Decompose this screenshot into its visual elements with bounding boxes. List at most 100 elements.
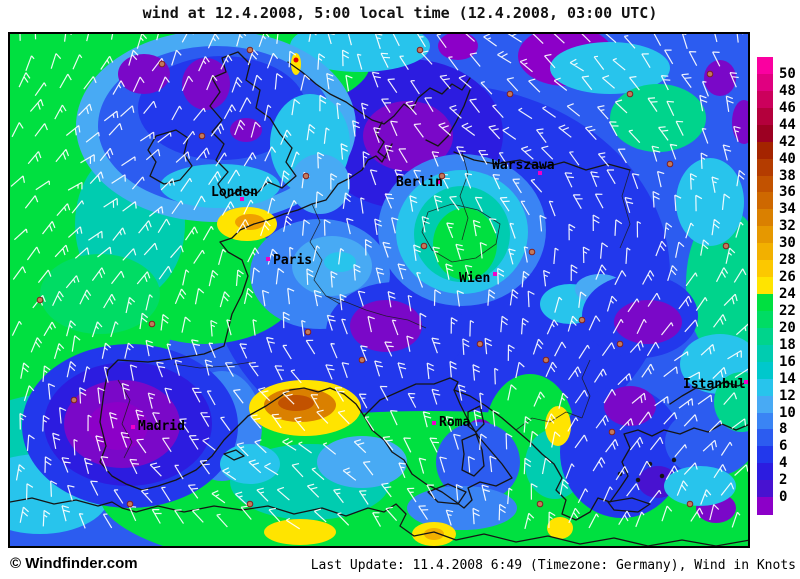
city-label-wien: Wien	[459, 271, 490, 286]
station-marker	[70, 396, 78, 404]
legend-color-band	[757, 226, 773, 244]
legend-color-band	[757, 412, 773, 430]
coast-corsica	[467, 405, 485, 433]
country-borders	[117, 151, 631, 459]
legend-tick-label: 8	[779, 421, 788, 438]
city-dot-istanbul	[744, 380, 748, 384]
station-marker	[302, 172, 310, 180]
aegean-island	[671, 457, 677, 463]
legend-color-band	[757, 57, 773, 75]
legend-color-band	[757, 260, 773, 278]
legend-tick-label: 2	[779, 472, 788, 489]
coast-sardinia	[461, 433, 485, 477]
coast-sweden-south	[425, 89, 471, 147]
wind-barbs	[10, 34, 748, 530]
legend-color-band	[757, 73, 773, 92]
legend-tick-label: 12	[779, 387, 796, 404]
legend-tick-label: 24	[779, 286, 796, 303]
legend-tick-label: 34	[779, 201, 796, 218]
station-marker	[416, 46, 424, 54]
station-marker	[666, 160, 674, 168]
city-label-london: London	[211, 185, 258, 200]
legend-color-band	[757, 107, 773, 126]
legend-tick-label: 36	[779, 184, 796, 201]
legend-tick-label: 44	[779, 116, 796, 133]
city-dot-roma	[432, 421, 436, 425]
legend-color-band	[757, 192, 773, 210]
city-label-madrid: Madrid	[138, 419, 185, 434]
station-marker	[304, 328, 312, 336]
legend-color-band	[757, 310, 773, 329]
city-label-roma: Roma	[439, 415, 470, 430]
legend-tick-label: 0	[779, 489, 788, 506]
wind-map: London Berlin Warszawa Paris Wien Madrid Roma I…	[10, 34, 748, 546]
station-marker	[198, 132, 206, 140]
legend-color-band	[757, 209, 773, 227]
station-marker	[542, 356, 550, 364]
legend-tick-label: 38	[779, 167, 796, 184]
legend-color-band	[757, 395, 773, 414]
station-marker	[358, 356, 366, 364]
legend-tick-label: 20	[779, 319, 796, 336]
legend-color-band	[757, 124, 773, 143]
city-dot-london	[240, 197, 244, 201]
legend-color-band	[757, 497, 773, 515]
legend-tick-label: 32	[779, 218, 796, 235]
legend-color-band	[757, 361, 773, 380]
aegean-island	[635, 477, 641, 483]
legend-color-band	[757, 327, 773, 346]
coast-africa	[10, 497, 748, 546]
coast-scandinavia	[287, 61, 471, 125]
station-marker	[36, 296, 44, 304]
city-label-istanbul: Istanbul	[683, 377, 746, 392]
station-marker	[626, 90, 634, 98]
station-marker	[438, 172, 446, 180]
legend-color-band	[757, 141, 773, 160]
station-marker	[246, 500, 254, 508]
station-marker	[608, 428, 616, 436]
legend-color-band	[757, 277, 773, 295]
legend-color-band	[757, 158, 773, 176]
legend-color-band	[757, 446, 773, 464]
legend-tick-label: 30	[779, 235, 796, 252]
station-marker	[476, 340, 484, 348]
station-marker	[706, 70, 714, 78]
coast-italy	[363, 377, 513, 509]
legend-color-band	[757, 429, 773, 447]
wind-speed-field	[10, 34, 748, 546]
coast-crete	[607, 497, 651, 513]
station-marker	[148, 320, 156, 328]
legend-tick-label: 4	[779, 455, 788, 472]
station-marker	[246, 46, 254, 54]
city-dot-madrid	[131, 425, 135, 429]
legend-color-band	[757, 463, 773, 481]
legend-tick-label: 22	[779, 302, 796, 319]
legend-tick-label: 14	[779, 370, 796, 387]
station-marker	[420, 242, 428, 250]
coast-blacksea	[669, 381, 748, 405]
city-dot-berlin	[436, 180, 440, 184]
legend-color-band	[757, 175, 773, 193]
legend-tick-label: 16	[779, 353, 796, 370]
legend-color-band	[757, 344, 773, 363]
last-update-text: Last Update: 11.4.2008 6:49 (Timezone: G…	[310, 558, 796, 573]
page-title: wind at 12.4.2008, 5:00 local time (12.4…	[142, 4, 658, 22]
legend-tick-label: 48	[779, 82, 796, 99]
legend-tick-label: 46	[779, 99, 796, 116]
legend-color-band	[757, 90, 773, 109]
legend-tick-label: 18	[779, 336, 796, 353]
city-dot-warszawa	[538, 171, 542, 175]
legend-tick-label: 40	[779, 150, 796, 167]
city-label-warszawa: Warszawa	[492, 158, 555, 173]
wind-speed-legend: 50 48 46 44 42 40 38 36 34 32 30 28 26 24 22 20 18 16 14 12…	[757, 57, 799, 517]
coast-continent	[99, 143, 393, 491]
legend-color-band	[757, 378, 773, 397]
wind-map-frame: London Berlin Warszawa Paris Wien Madrid Roma I…	[8, 32, 750, 548]
city-dot-wien	[493, 272, 497, 276]
station-marker	[616, 340, 624, 348]
coast-balearics	[223, 449, 245, 461]
legend-color-band	[757, 294, 773, 312]
station-marker	[536, 500, 544, 508]
legend-tick-label: 42	[779, 133, 796, 150]
